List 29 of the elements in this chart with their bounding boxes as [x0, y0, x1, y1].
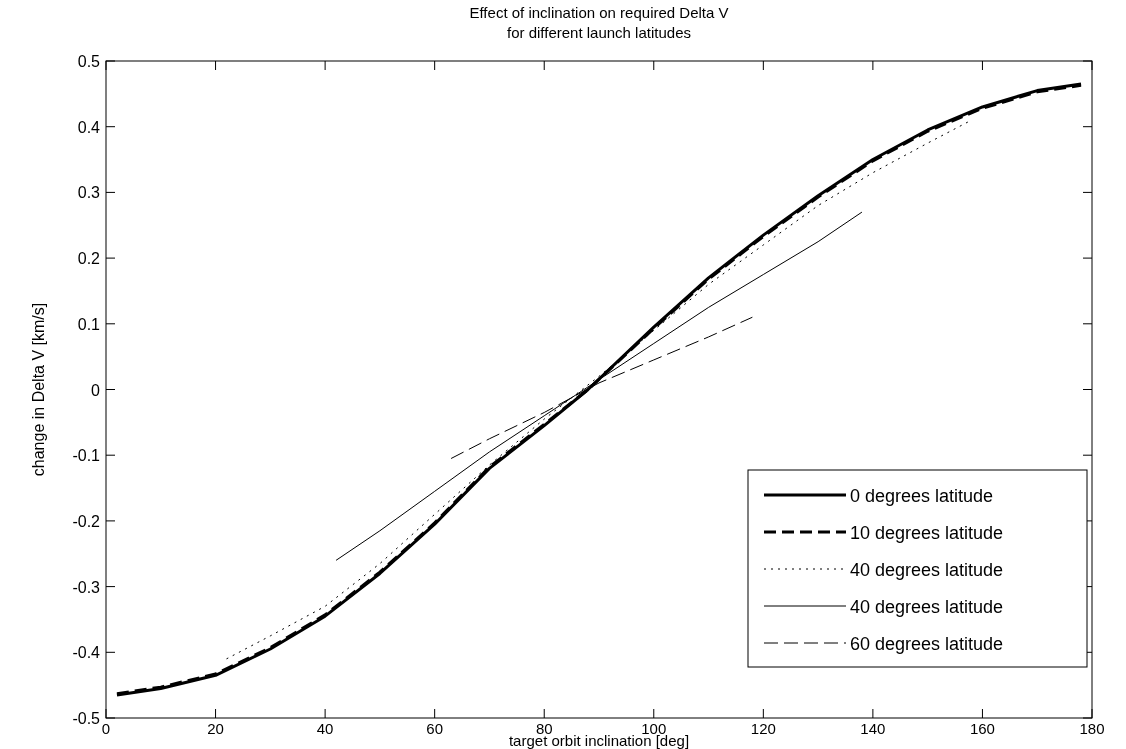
- x-tick-label: 80: [535, 720, 553, 737]
- y-tick-label: -0.3: [72, 578, 101, 596]
- x-tick-label: 120: [750, 720, 776, 737]
- y-tick-label: 0.4: [77, 118, 101, 136]
- y-axis-title: change in Delta V [km/s]: [30, 302, 47, 477]
- legend-label: 40 degrees latitude: [850, 560, 1004, 580]
- x-tick-label: 40: [316, 720, 334, 737]
- y-tick-label: 0: [91, 381, 101, 399]
- y-tick-label: 0.5: [77, 53, 101, 70]
- y-tick-label: -0.4: [72, 644, 101, 662]
- y-tick-label: 0.1: [77, 315, 101, 333]
- x-tick-label: 140: [860, 720, 886, 737]
- y-tick-label: -0.2: [72, 512, 101, 530]
- y-tick-label: 0.3: [77, 184, 101, 202]
- chart-subtitle: for different launch latitudes: [506, 24, 692, 41]
- chart-title: Effect of inclination on required Delta V: [469, 4, 729, 21]
- line-series: [450, 316, 753, 459]
- x-tick-label: 160: [969, 720, 995, 737]
- legend-label: 10 degrees latitude: [850, 523, 1004, 543]
- x-tick-label: 20: [207, 720, 224, 737]
- legend-label: 40 degrees latitude: [850, 597, 1004, 617]
- y-tick-label: 0.2: [77, 250, 101, 268]
- x-tick-label: 100: [641, 720, 667, 737]
- y-tick-label: -0.1: [72, 447, 101, 465]
- legend-label: 0 degrees latitude: [850, 486, 994, 506]
- x-tick-label: 180: [1079, 720, 1105, 737]
- legend-label: 60 degrees latitude: [850, 634, 1004, 654]
- x-tick-label: 60: [426, 720, 444, 737]
- y-tick-label: -0.5: [72, 710, 101, 727]
